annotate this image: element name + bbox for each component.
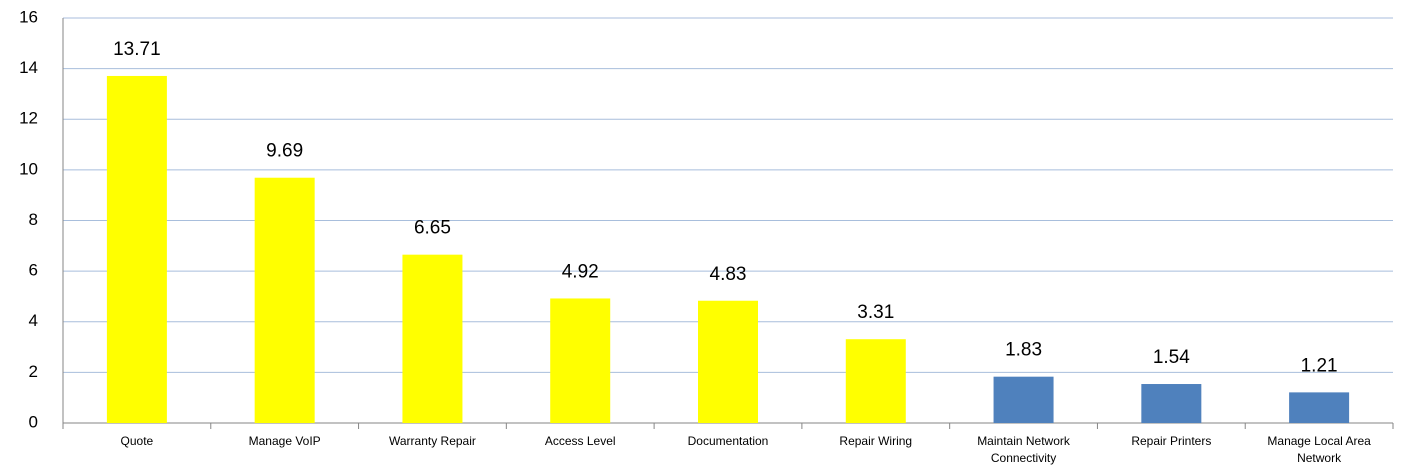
y-tick-label: 2	[29, 362, 38, 381]
y-tick-label: 8	[29, 210, 38, 229]
x-tick-label: Manage VoIP	[248, 434, 321, 448]
y-tick-label: 6	[29, 261, 38, 280]
x-tick-label: Maintain Network Connectivity	[977, 434, 1070, 465]
value-label: 3.31	[857, 302, 894, 323]
y-tick-label: 12	[19, 109, 38, 128]
x-tick-label: Warranty Repair	[388, 434, 476, 448]
bar	[254, 177, 315, 423]
x-tick-label: Repair Printers	[1131, 434, 1212, 448]
value-label: 6.65	[414, 218, 451, 239]
bar	[1141, 384, 1202, 423]
bar	[993, 376, 1054, 423]
bar	[845, 339, 906, 423]
bar	[550, 298, 611, 423]
bar	[106, 75, 167, 423]
y-tick-label: 10	[19, 159, 38, 178]
x-tick-label: Documentation	[687, 434, 769, 448]
y-tick-label: 0	[29, 412, 38, 431]
value-label: 9.69	[266, 141, 303, 162]
bar	[1289, 392, 1350, 423]
bar	[402, 254, 463, 423]
value-label: 1.21	[1301, 355, 1338, 376]
value-label: 1.54	[1153, 347, 1190, 368]
x-tick-label: Access Level	[544, 434, 616, 448]
y-tick-label: 4	[29, 311, 38, 330]
y-tick-label: 14	[19, 58, 38, 77]
bar	[698, 300, 758, 423]
value-label: 1.83	[1005, 340, 1042, 361]
y-tick-label: 16	[19, 7, 38, 26]
value-label: 4.83	[710, 264, 747, 285]
x-tick-label: Manage Local Area Network	[1267, 434, 1371, 465]
x-tick-label: Repair Wiring	[839, 434, 913, 448]
value-label: 13.71	[113, 39, 161, 60]
value-label: 4.92	[562, 261, 599, 282]
x-tick-label: Quote	[120, 434, 154, 448]
